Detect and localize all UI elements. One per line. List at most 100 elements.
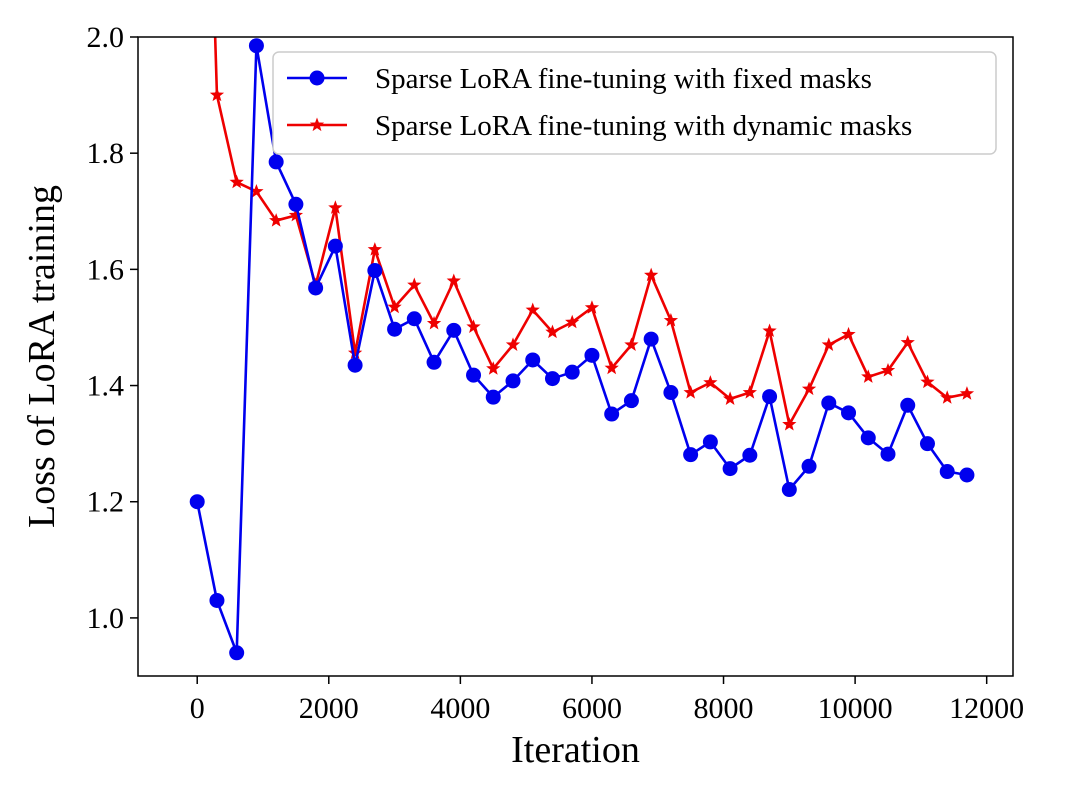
data-point (584, 300, 600, 314)
data-point (880, 362, 896, 377)
legend: Sparse LoRA fine-tuning with fixed masks… (272, 51, 997, 155)
data-point (742, 447, 758, 463)
data-point (367, 263, 383, 279)
y-axis-label: Loss of LoRA training (21, 185, 63, 528)
series-dynamic-masks (209, 37, 975, 431)
data-point (584, 347, 600, 363)
series-line (195, 44, 968, 655)
data-point (288, 207, 304, 222)
data-point (426, 354, 442, 370)
data-point (249, 184, 264, 198)
data-point (525, 352, 541, 368)
data-point (387, 321, 403, 337)
data-point (801, 381, 817, 396)
data-point (406, 311, 422, 327)
legend-marker (309, 70, 325, 86)
series-line (213, 37, 968, 426)
data-point (505, 373, 521, 389)
data-point (722, 391, 738, 405)
data-point (683, 385, 698, 399)
x-tick-label: 4000 (430, 692, 490, 725)
data-point (880, 446, 896, 462)
data-point (762, 389, 778, 405)
data-point (762, 323, 777, 338)
data-point (900, 335, 915, 349)
y-tick-label: 1.6 (87, 253, 125, 286)
data-point (347, 345, 363, 360)
data-point (564, 364, 580, 380)
data-point (742, 385, 757, 399)
series-fixed-masks (189, 38, 975, 661)
data-point (861, 369, 876, 383)
y-tick-label: 1.0 (87, 602, 125, 635)
data-point (446, 273, 461, 288)
data-point (466, 319, 481, 333)
data-point (703, 375, 718, 389)
x-tick-label: 2000 (299, 692, 359, 725)
data-point (545, 324, 560, 339)
data-point (505, 337, 521, 351)
data-point (269, 213, 284, 227)
data-point (446, 322, 462, 338)
legend-label: Sparse LoRA fine-tuning with fixed masks (375, 63, 872, 95)
data-point (209, 87, 225, 102)
x-tick-label: 12000 (949, 692, 1024, 725)
data-point (525, 302, 540, 317)
data-point (821, 395, 837, 411)
data-point (565, 314, 580, 329)
data-point (959, 386, 975, 400)
data-point (940, 390, 955, 404)
data-point (229, 174, 244, 189)
y-tick-label: 1.2 (87, 486, 125, 519)
data-point (367, 242, 382, 256)
data-point (544, 371, 560, 387)
x-axis-label: Iteration (511, 729, 640, 771)
data-point (604, 406, 620, 422)
data-point (821, 337, 836, 351)
data-point (920, 374, 935, 389)
y-tick-label: 1.4 (87, 370, 125, 403)
x-tick-label: 10000 (818, 692, 893, 725)
data-point (485, 389, 501, 405)
data-point (644, 267, 659, 282)
y-tick-label: 2.0 (87, 21, 125, 54)
data-point (328, 200, 343, 214)
data-point (801, 458, 817, 474)
data-point (387, 299, 402, 314)
data-point (624, 337, 639, 351)
data-point (722, 461, 738, 477)
legend-marker (309, 117, 325, 132)
data-point (604, 360, 619, 375)
data-point (288, 196, 304, 212)
data-point (623, 393, 639, 409)
data-point (426, 315, 442, 330)
data-point (229, 645, 245, 661)
data-point (486, 361, 501, 375)
data-point (466, 367, 482, 383)
data-point (939, 464, 955, 480)
data-point (919, 436, 935, 452)
data-point (782, 416, 797, 431)
x-tick-label: 0 (190, 692, 205, 725)
data-point (407, 277, 422, 292)
data-point (702, 434, 718, 450)
data-point (841, 326, 856, 341)
data-point (189, 494, 205, 510)
data-point (643, 331, 659, 347)
data-point (683, 447, 699, 463)
data-point (248, 38, 264, 54)
data-point (663, 385, 679, 401)
legend-box (272, 51, 997, 155)
data-point (860, 430, 876, 446)
data-point (663, 312, 679, 327)
data-point (781, 482, 797, 498)
x-tick-label: 8000 (694, 692, 754, 725)
y-tick-label: 1.8 (87, 137, 125, 170)
data-point (347, 357, 363, 373)
data-point (841, 405, 857, 421)
plot-frame (137, 36, 1014, 677)
data-point (308, 280, 324, 296)
data-point (268, 154, 284, 170)
